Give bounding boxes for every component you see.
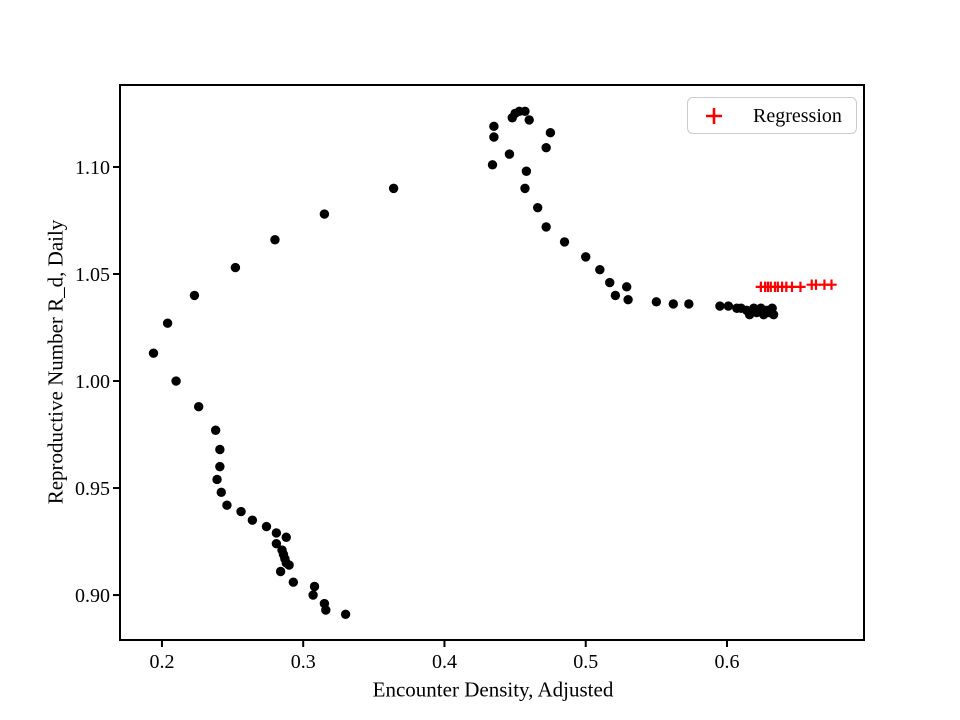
data-point (284, 560, 294, 570)
data-point (222, 500, 232, 510)
data-point (581, 252, 591, 262)
regression-plus-icon (706, 107, 722, 124)
data-point (545, 128, 556, 138)
y-tick-label: 1.10 (75, 157, 110, 179)
data-point (271, 538, 282, 549)
data-point (261, 521, 272, 532)
data-point (148, 348, 159, 358)
data-point (212, 474, 222, 485)
x-tick-label: 0.6 (714, 651, 739, 673)
data-point (524, 115, 534, 125)
y-tick-label: 1.00 (75, 371, 110, 393)
data-point (487, 160, 498, 170)
data-point (308, 590, 318, 600)
regression-marker (826, 279, 837, 290)
data-point (275, 566, 286, 577)
data-point (388, 183, 399, 194)
data-point (271, 528, 282, 538)
data-point (610, 290, 621, 301)
data-point (605, 277, 615, 288)
legend-label: Regression (753, 104, 842, 127)
x-tick-label: 0.4 (432, 651, 457, 673)
data-point (520, 106, 530, 117)
data-point (768, 309, 779, 320)
plot-border (119, 84, 865, 641)
data-point (319, 209, 330, 219)
data-point (215, 461, 225, 472)
data-point (651, 297, 662, 307)
y-tick-label: 1.05 (75, 264, 110, 286)
data-point (489, 121, 499, 132)
data-point (309, 581, 320, 592)
data-point (541, 222, 551, 232)
data-point (162, 318, 173, 328)
data-point (684, 299, 694, 309)
x-tick-label: 0.3 (291, 651, 316, 673)
data-point (559, 237, 570, 247)
data-point (270, 235, 280, 245)
data-point (504, 149, 515, 159)
data-point (723, 301, 734, 311)
data-point (193, 401, 204, 412)
data-point (216, 487, 226, 498)
data-point (236, 506, 246, 517)
data-point (230, 262, 241, 273)
data-point (541, 143, 551, 153)
data-point (281, 532, 291, 542)
y-tick-label: 0.90 (75, 585, 110, 607)
data-point (532, 202, 543, 213)
data-point (621, 282, 632, 292)
data-point (595, 265, 605, 275)
data-point (340, 609, 351, 620)
x-tick-label: 0.2 (149, 651, 174, 673)
data-point (215, 444, 225, 455)
regression-marker (795, 281, 806, 293)
data-point (520, 183, 530, 194)
y-axis-label: Reproductive Number R_d, Daily (43, 219, 68, 505)
data-point (171, 376, 181, 386)
data-point (668, 299, 679, 309)
data-point (521, 166, 532, 176)
x-axis-label: Encounter Density, Adjusted (372, 677, 614, 702)
data-point (189, 290, 200, 301)
data-point (489, 132, 499, 142)
x-tick-label: 0.5 (573, 651, 598, 673)
data-point (321, 605, 331, 615)
y-tick-label: 0.95 (75, 478, 110, 500)
data-point (288, 577, 299, 587)
data-point (210, 425, 221, 435)
data-point (247, 515, 258, 525)
data-point (715, 301, 725, 311)
data-point (623, 294, 633, 305)
legend: Regression (687, 97, 857, 134)
